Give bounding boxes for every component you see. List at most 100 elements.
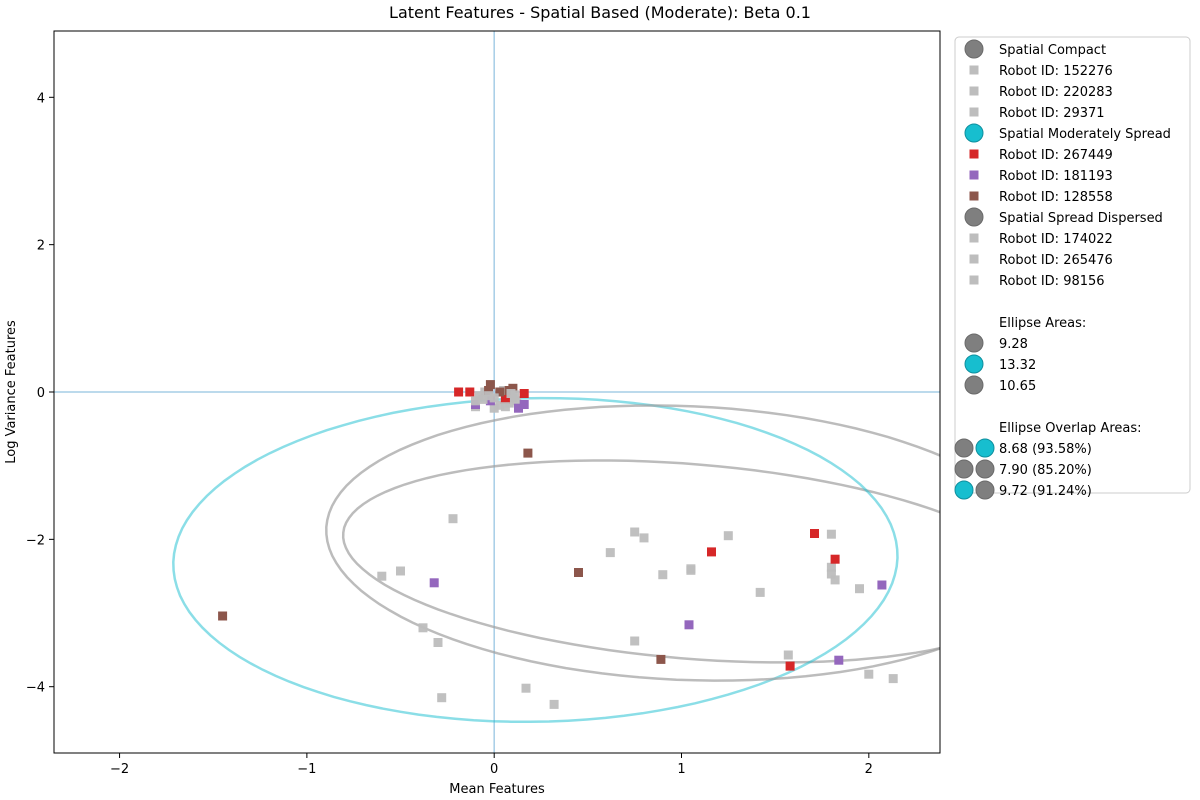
legend-overlap-marker bbox=[975, 438, 995, 458]
data-point bbox=[834, 655, 844, 665]
data-point bbox=[723, 531, 733, 541]
x-tick-label: −2 bbox=[110, 762, 129, 777]
data-point bbox=[523, 448, 533, 458]
legend-area-marker bbox=[964, 333, 984, 353]
data-point bbox=[514, 403, 523, 413]
data-point bbox=[783, 650, 793, 660]
legend-robot-label: Robot ID: 265476 bbox=[999, 253, 1113, 268]
legend-area-value: 13.32 bbox=[999, 358, 1036, 373]
legend-area-marker bbox=[964, 354, 984, 374]
legend-overlap-value: 8.68 (93.58%) bbox=[999, 442, 1092, 457]
data-point bbox=[630, 636, 640, 646]
legend-robot-marker bbox=[969, 233, 979, 243]
legend-robot-marker bbox=[969, 275, 979, 285]
data-point bbox=[437, 693, 447, 703]
x-tick-label: 1 bbox=[677, 762, 685, 777]
data-point bbox=[826, 529, 836, 539]
data-point bbox=[755, 587, 765, 597]
data-point bbox=[454, 387, 464, 397]
data-point bbox=[830, 554, 840, 564]
plot-inner bbox=[54, 31, 940, 753]
legend-overlap-value: 9.72 (91.24%) bbox=[999, 484, 1092, 499]
data-point bbox=[484, 391, 494, 401]
data-point bbox=[495, 400, 505, 410]
data-point bbox=[605, 548, 615, 558]
data-point bbox=[684, 620, 694, 630]
plot-area: −2 −1 0 1 2 −4 −2 0 2 4 bbox=[26, 30, 941, 777]
legend-overlap-marker bbox=[954, 438, 974, 458]
legend-robot-label: Robot ID: 174022 bbox=[999, 232, 1113, 247]
legend-robot-label: Robot ID: 152276 bbox=[999, 64, 1113, 79]
data-point bbox=[658, 570, 668, 580]
data-point bbox=[429, 578, 439, 588]
data-point bbox=[826, 569, 836, 579]
data-point bbox=[377, 571, 387, 581]
ellipse-overlap-title: Ellipse Overlap Areas: bbox=[999, 421, 1142, 436]
legend-robot-label: Robot ID: 220283 bbox=[999, 85, 1113, 100]
y-tick-label: 2 bbox=[37, 239, 45, 254]
x-tick-label: −1 bbox=[297, 762, 316, 777]
data-point bbox=[639, 533, 649, 543]
data-point bbox=[830, 575, 840, 585]
data-point bbox=[433, 638, 443, 647]
data-point bbox=[574, 568, 583, 577]
legend-group-marker bbox=[964, 39, 984, 59]
legend-overlap-value: 7.90 (85.20%) bbox=[999, 463, 1092, 478]
legend-overlap-marker bbox=[954, 480, 974, 500]
ellipse-3 bbox=[325, 404, 940, 682]
x-tick-label: 2 bbox=[865, 762, 873, 777]
x-tick-label: 0 bbox=[490, 762, 498, 777]
data-point bbox=[810, 529, 819, 538]
y-tick-label: 4 bbox=[37, 91, 45, 106]
data-point bbox=[489, 403, 499, 413]
legend-robot-marker bbox=[969, 170, 979, 180]
legend-robot-marker bbox=[969, 107, 979, 117]
data-point bbox=[519, 389, 529, 398]
data-point bbox=[471, 396, 480, 406]
data-point bbox=[484, 386, 494, 395]
legend-robot-marker bbox=[969, 65, 979, 75]
legend-group-marker bbox=[964, 207, 984, 227]
data-point bbox=[478, 394, 488, 404]
y-tick-label: −4 bbox=[26, 681, 45, 696]
legend-robot-label: Robot ID: 29371 bbox=[999, 106, 1105, 121]
data-point bbox=[510, 390, 520, 400]
legend-robot-label: Robot ID: 267449 bbox=[999, 148, 1113, 163]
legend-robot-marker bbox=[969, 254, 979, 264]
data-point bbox=[686, 565, 696, 575]
data-point bbox=[549, 699, 559, 709]
data-point bbox=[485, 380, 495, 390]
y-tick-label: 0 bbox=[37, 386, 45, 401]
x-axis-label: Mean Features bbox=[449, 782, 545, 797]
chart-title: Latent Features - Spatial Based (Moderat… bbox=[389, 3, 811, 22]
legend-overlap-marker bbox=[975, 480, 995, 500]
legend-area-value: 10.65 bbox=[999, 379, 1036, 394]
legend-area-marker bbox=[964, 375, 984, 395]
data-point bbox=[418, 623, 428, 633]
legend-overlap-marker bbox=[954, 459, 974, 479]
data-point bbox=[500, 394, 510, 404]
legend-robot-marker bbox=[969, 86, 979, 96]
data-point bbox=[888, 674, 898, 684]
data-point bbox=[826, 562, 836, 572]
legend-robot-marker bbox=[969, 191, 979, 201]
y-tick-label: −2 bbox=[26, 533, 45, 548]
ellipse-areas-title: Ellipse Areas: bbox=[999, 316, 1086, 331]
data-point bbox=[785, 661, 795, 671]
data-point bbox=[396, 566, 405, 576]
data-point bbox=[465, 387, 475, 397]
legend-robot-label: Robot ID: 98156 bbox=[999, 274, 1105, 289]
data-point bbox=[656, 654, 666, 664]
data-point bbox=[864, 669, 874, 679]
legend-area-value: 9.28 bbox=[999, 337, 1028, 352]
data-point bbox=[218, 611, 228, 621]
data-point bbox=[521, 683, 531, 693]
data-point bbox=[630, 527, 640, 537]
legend-robot-label: Robot ID: 128558 bbox=[999, 190, 1113, 205]
legend-robot-marker bbox=[969, 149, 979, 159]
legend-group-marker bbox=[964, 123, 984, 143]
legend-overlap-marker bbox=[975, 459, 995, 479]
data-point bbox=[508, 383, 518, 393]
ellipse-2 bbox=[172, 396, 899, 724]
